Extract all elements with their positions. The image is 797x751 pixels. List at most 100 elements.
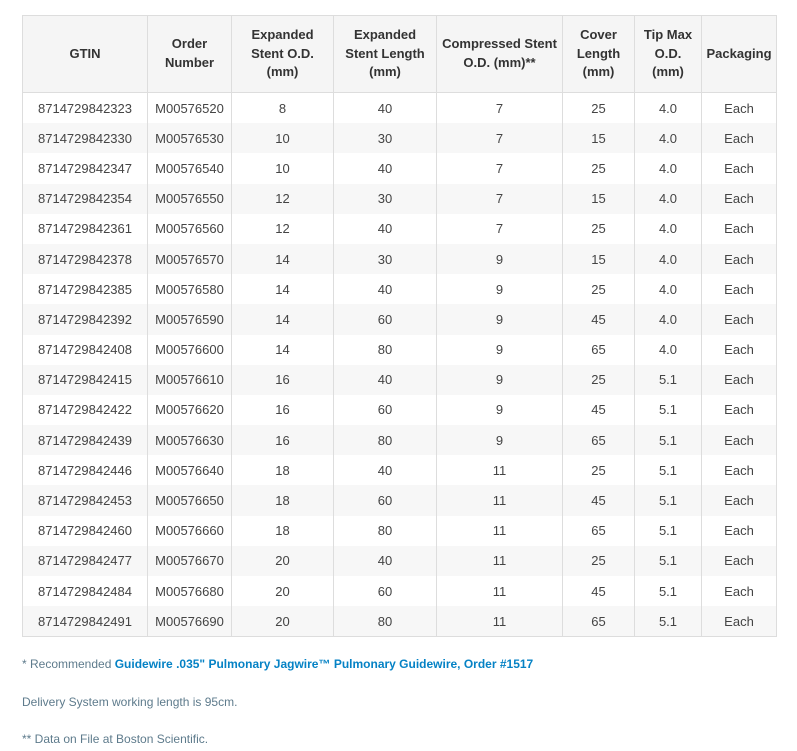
cell-order_number: M00576580 [147,274,232,305]
cell-gtin: 8714729842361 [22,213,148,244]
cell-expanded_stent_length: 80 [333,606,437,638]
column-header-tip_max_od: Tip Max O.D. (mm) [634,15,702,93]
cell-compressed_stent_od: 7 [436,153,563,184]
column-header-expanded_stent_od: Expanded Stent O.D. (mm) [231,15,334,93]
column-header-packaging: Packaging [701,15,777,93]
table-row: 8714729842354 M00576550 12 30 7 15 4.0 Each [22,183,777,214]
cell-gtin: 8714729842392 [22,304,148,335]
cell-packaging: Each [701,213,777,244]
cell-tip_max_od: 5.1 [634,545,702,576]
cell-expanded_stent_od: 10 [231,123,334,154]
cell-expanded_stent_od: 12 [231,183,334,214]
cell-packaging: Each [701,425,777,456]
cell-order_number: M00576690 [147,606,232,638]
cell-gtin: 8714729842415 [22,364,148,395]
cell-cover_length: 25 [562,274,635,305]
table-row: 8714729842330 M00576530 10 30 7 15 4.0 Each [22,123,777,154]
cell-order_number: M00576620 [147,394,232,426]
cell-expanded_stent_od: 12 [231,213,334,244]
cell-compressed_stent_od: 7 [436,213,563,244]
cell-cover_length: 65 [562,515,635,546]
cell-expanded_stent_length: 80 [333,515,437,546]
cell-gtin: 8714729842408 [22,334,148,365]
table-row: 8714729842477 M00576670 20 40 11 25 5.1 Each [22,545,777,576]
guidewire-order-link[interactable]: Guidewire .035" Pulmonary Jagwire™ Pulmo… [114,657,534,672]
cell-packaging: Each [701,455,777,486]
cell-order_number: M00576640 [147,455,232,486]
cell-cover_length: 25 [562,545,635,576]
cell-tip_max_od: 5.1 [634,455,702,486]
cell-tip_max_od: 4.0 [634,274,702,305]
cell-compressed_stent_od: 9 [436,243,563,275]
cell-expanded_stent_length: 40 [333,545,437,576]
cell-cover_length: 65 [562,606,635,638]
cell-packaging: Each [701,364,777,395]
cell-packaging: Each [701,515,777,546]
cell-compressed_stent_od: 9 [436,394,563,426]
cell-packaging: Each [701,576,777,607]
footnote-working-length: Delivery System working length is 95cm. [22,694,238,709]
cell-tip_max_od: 5.1 [634,364,702,395]
cell-gtin: 8714729842330 [22,123,148,154]
cell-expanded_stent_od: 20 [231,576,334,607]
cell-expanded_stent_od: 14 [231,243,334,275]
stent-spec-table: GTIN Order Number Expanded Stent O.D. (mm)… [22,15,777,638]
column-header-compressed_stent_od: Compressed Stent O.D. (mm)** [436,15,563,93]
cell-gtin: 8714729842347 [22,153,148,184]
cell-expanded_stent_od: 14 [231,304,334,335]
cell-order_number: M00576660 [147,515,232,546]
table-row: 8714729842453 M00576650 18 60 11 45 5.1 Each [22,485,777,516]
cell-cover_length: 45 [562,485,635,516]
cell-packaging: Each [701,274,777,305]
cell-expanded_stent_length: 40 [333,364,437,395]
cell-packaging: Each [701,334,777,365]
cell-packaging: Each [701,606,777,638]
cell-expanded_stent_length: 30 [333,183,437,214]
cell-tip_max_od: 4.0 [634,123,702,154]
cell-cover_length: 25 [562,213,635,244]
cell-order_number: M00576570 [147,243,232,275]
cell-compressed_stent_od: 7 [436,183,563,214]
table-row: 8714729842385 M00576580 14 40 9 25 4.0 Each [22,274,777,305]
column-header-gtin: GTIN [22,15,148,93]
cell-compressed_stent_od: 9 [436,304,563,335]
cell-gtin: 8714729842323 [22,92,148,124]
table-row: 8714729842392 M00576590 14 60 9 45 4.0 Each [22,304,777,335]
cell-expanded_stent_od: 16 [231,425,334,456]
cell-cover_length: 45 [562,576,635,607]
cell-compressed_stent_od: 9 [436,334,563,365]
cell-tip_max_od: 5.1 [634,606,702,638]
footnote-prefix: * Recommended [22,657,115,672]
table-row: 8714729842415 M00576610 16 40 9 25 5.1 Each [22,364,777,395]
cell-gtin: 8714729842422 [22,394,148,426]
cell-gtin: 8714729842385 [22,274,148,305]
table-row: 8714729842491 M00576690 20 80 11 65 5.1 Each [22,606,777,638]
cell-expanded_stent_length: 40 [333,153,437,184]
cell-tip_max_od: 4.0 [634,153,702,184]
cell-tip_max_od: 4.0 [634,183,702,214]
table-row: 8714729842378 M00576570 14 30 9 15 4.0 Each [22,243,777,275]
cell-order_number: M00576680 [147,576,232,607]
cell-order_number: M00576550 [147,183,232,214]
cell-expanded_stent_length: 80 [333,334,437,365]
cell-packaging: Each [701,394,777,426]
cell-cover_length: 15 [562,123,635,154]
cell-expanded_stent_od: 20 [231,606,334,638]
cell-cover_length: 25 [562,153,635,184]
cell-compressed_stent_od: 11 [436,515,563,546]
cell-expanded_stent_od: 16 [231,394,334,426]
cell-expanded_stent_od: 14 [231,274,334,305]
cell-expanded_stent_length: 40 [333,92,437,124]
cell-compressed_stent_od: 9 [436,425,563,456]
cell-expanded_stent_length: 60 [333,485,437,516]
cell-tip_max_od: 4.0 [634,213,702,244]
cell-order_number: M00576530 [147,123,232,154]
cell-cover_length: 25 [562,455,635,486]
cell-compressed_stent_od: 11 [436,606,563,638]
cell-order_number: M00576630 [147,425,232,456]
cell-cover_length: 65 [562,425,635,456]
table-row: 8714729842439 M00576630 16 80 9 65 5.1 Each [22,425,777,456]
table-row: 8714729842422 M00576620 16 60 9 45 5.1 Each [22,394,777,426]
cell-order_number: M00576540 [147,153,232,184]
